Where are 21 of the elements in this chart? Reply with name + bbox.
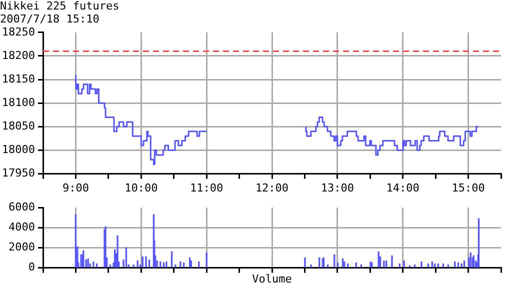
y-tick-label: 0: [28, 260, 35, 274]
y-tick-label: 2000: [8, 240, 35, 254]
y-tick-label: 6000: [8, 200, 35, 214]
y-tick-label: 18100: [2, 96, 35, 109]
y-tick-label: 18050: [2, 120, 35, 133]
x-tick-label: 14:00: [386, 181, 420, 194]
y-tick-label: 17950: [2, 166, 35, 180]
x-axis-title: Volume: [252, 272, 292, 286]
y-tick-label: 18000: [2, 143, 35, 156]
x-tick-label: 15:00: [452, 181, 485, 194]
y-tick-label: 18250: [2, 25, 35, 38]
x-tick-label: 13:00: [320, 181, 354, 194]
x-tick-label: 10:00: [124, 181, 158, 194]
y-tick-label: 18200: [2, 48, 35, 62]
chart-subtitle: 2007/7/18 15:10: [0, 12, 100, 26]
chart-title: Nikkei 225 futures: [0, 0, 120, 12]
y-tick-label: 4000: [8, 220, 35, 234]
x-tick-label: 9:00: [62, 181, 89, 194]
y-tick-label: 18150: [2, 72, 35, 86]
x-tick-label: 11:00: [190, 181, 224, 194]
x-tick-label: 12:00: [255, 181, 289, 194]
